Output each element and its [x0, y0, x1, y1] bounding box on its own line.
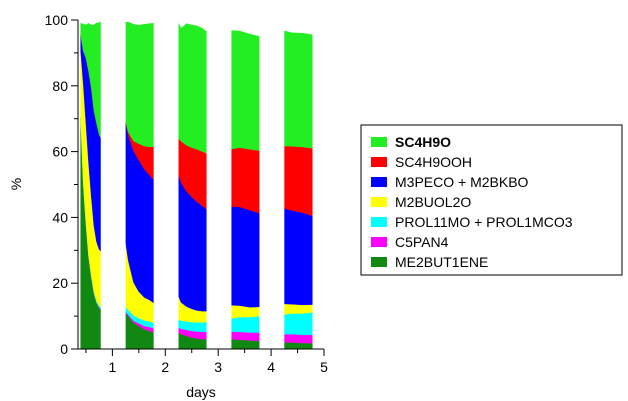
x-axis-title: days	[186, 384, 216, 400]
legend-label: M2BUOL2O	[395, 194, 471, 210]
legend-swatch	[371, 137, 387, 147]
legend-label: C5PAN4	[395, 234, 449, 250]
x-tick-label: 5	[320, 359, 328, 375]
x-tick-label: 1	[108, 359, 116, 375]
legend-label: SC4H9OOH	[395, 154, 472, 170]
night-gap-2	[153, 17, 179, 349]
y-tick-label: 80	[52, 78, 68, 94]
legend: SC4H9O SC4H9OOH M3PECO + M2BKBO M2BUOL2O PRO…	[360, 124, 623, 276]
x-tick-label: 2	[161, 359, 169, 375]
legend-label: SC4H9O	[395, 134, 451, 150]
legend-swatch	[371, 257, 387, 267]
night-gaps	[100, 17, 285, 349]
y-tick-label: 40	[52, 209, 68, 225]
y-tick-label: 100	[45, 12, 69, 28]
y-tick-label: 20	[52, 275, 68, 291]
legend-swatch	[371, 237, 387, 247]
y-axis-title: %	[8, 178, 24, 190]
y-tick-label: 60	[52, 144, 68, 160]
x-tick-label: 3	[214, 359, 222, 375]
night-gap-3	[206, 17, 232, 349]
legend-box	[360, 124, 623, 276]
axes: 0 20 40 60 80 100 1 2 3 4 5	[45, 12, 328, 375]
night-gap-4	[259, 17, 285, 349]
legend-label: M3PECO + M2BKBO	[395, 174, 529, 190]
y-tick-label: 0	[60, 341, 68, 357]
x-tick-label: 4	[267, 359, 275, 375]
legend-swatch	[371, 217, 387, 227]
legend-label: ME2BUT1ENE	[395, 254, 488, 270]
legend-swatch	[371, 197, 387, 207]
legend-swatch	[371, 157, 387, 167]
legend-label: PROL11MO + PROL1MCO3	[395, 214, 573, 230]
legend-swatch	[371, 177, 387, 187]
area-sc4h9o	[80, 21, 313, 154]
night-gap-1	[100, 17, 126, 349]
